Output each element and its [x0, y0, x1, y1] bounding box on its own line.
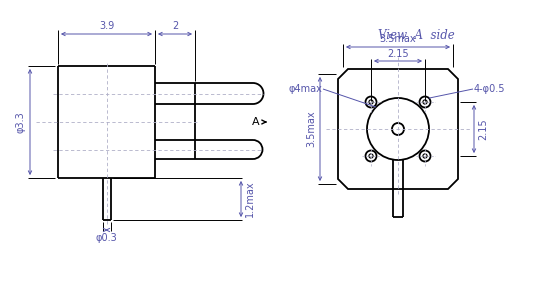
Text: φ0.3: φ0.3 [96, 233, 118, 243]
Text: 2: 2 [172, 21, 178, 31]
Text: 4-φ0.5: 4-φ0.5 [474, 84, 506, 94]
Text: 2.15: 2.15 [387, 49, 409, 59]
Text: View  A  side: View A side [377, 29, 454, 42]
Text: A: A [253, 117, 260, 127]
Text: φ3.3: φ3.3 [16, 111, 26, 133]
Text: 2.15: 2.15 [478, 118, 488, 140]
Text: 3.5max: 3.5max [380, 34, 416, 44]
Text: 3.5max: 3.5max [306, 111, 316, 147]
Text: φ4max: φ4max [288, 84, 322, 94]
Text: 1.2max: 1.2max [245, 181, 255, 217]
Text: 3.9: 3.9 [99, 21, 114, 31]
